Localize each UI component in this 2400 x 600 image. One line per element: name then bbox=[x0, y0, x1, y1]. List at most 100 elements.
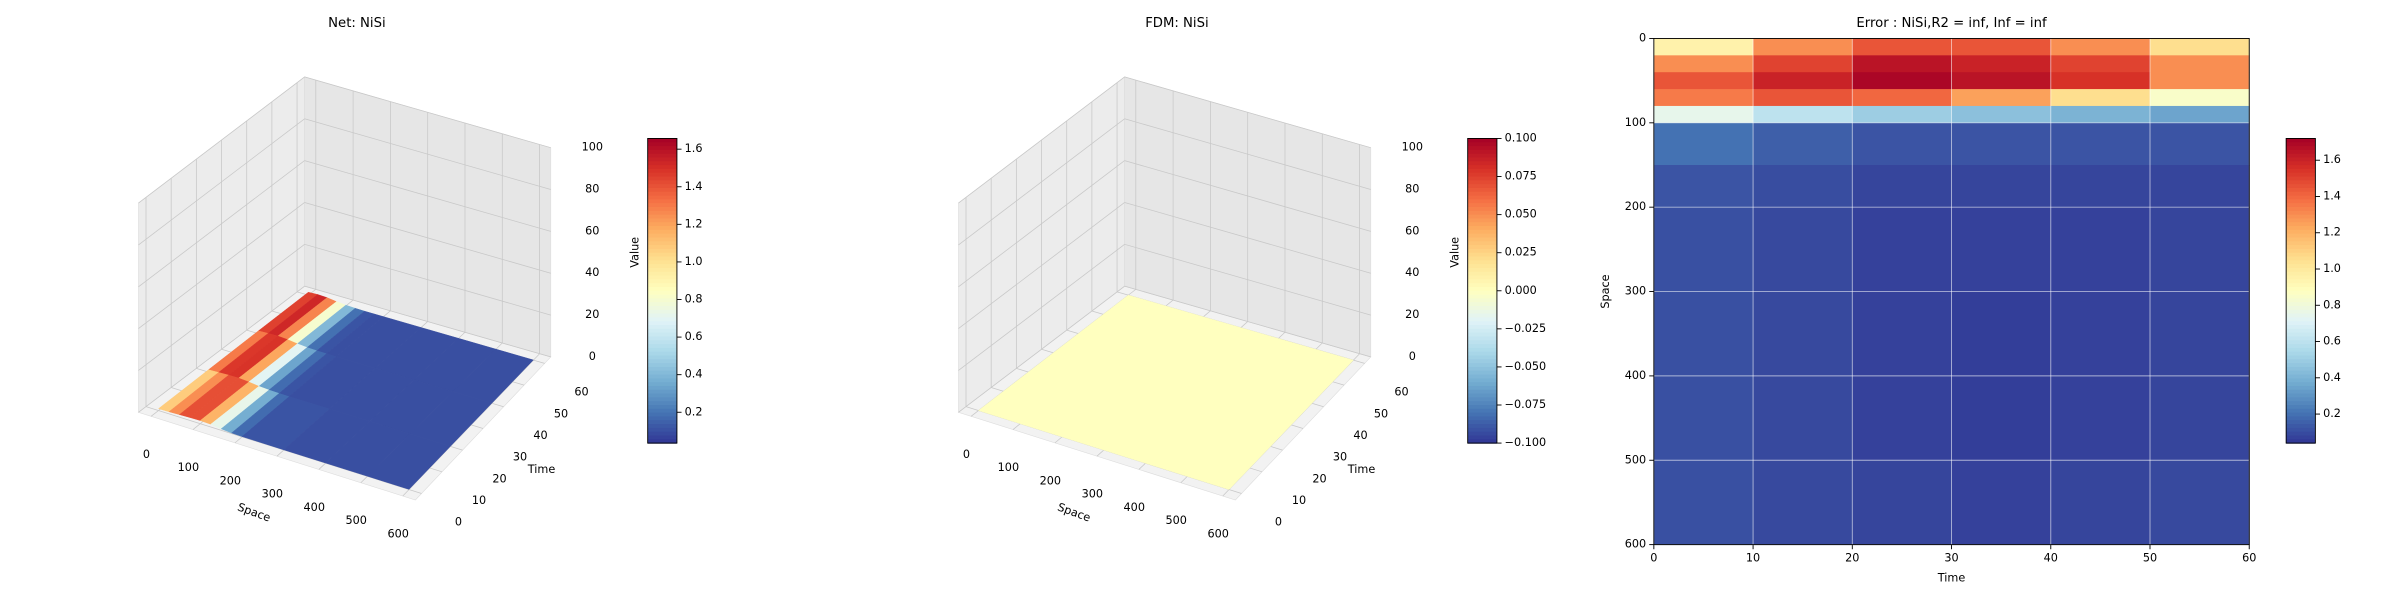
colorbar-segment bbox=[1467, 165, 1497, 170]
colorbar-segment bbox=[647, 168, 677, 174]
heatmap-cell bbox=[1753, 55, 1853, 73]
x-tick-label: 20 bbox=[1845, 551, 1859, 564]
colorbar-segment bbox=[2286, 317, 2316, 322]
x-axis-label: Space bbox=[1056, 501, 1093, 525]
grid-line bbox=[304, 243, 551, 316]
heatmap-cell bbox=[1653, 165, 1754, 208]
heatmap-cell bbox=[1753, 165, 1853, 208]
x-tick-label: 400 bbox=[304, 501, 325, 514]
colorbar-segment bbox=[647, 275, 677, 280]
heatmap-cell bbox=[2150, 207, 2250, 292]
surface-face bbox=[978, 294, 1354, 490]
colorbar-segment bbox=[2286, 408, 2316, 414]
heatmap-cell bbox=[1951, 375, 2052, 461]
colorbar-segment bbox=[1467, 405, 1497, 410]
colorbar-segment bbox=[647, 313, 677, 319]
z-tick-label: 80 bbox=[585, 183, 599, 196]
z-tick-label: 40 bbox=[1405, 266, 1419, 279]
grid-line bbox=[958, 160, 1125, 288]
x-tick-label: 500 bbox=[1166, 514, 1187, 527]
colorbar-segment bbox=[647, 408, 677, 414]
z-tick-label: 0 bbox=[1409, 350, 1416, 363]
colorbar-tick-label: 0.8 bbox=[2323, 298, 2341, 311]
heatmap-cell bbox=[1753, 38, 1853, 56]
colorbar-segment bbox=[1467, 336, 1497, 341]
heatmap-cell bbox=[2050, 291, 2151, 377]
colorbar-segment bbox=[1467, 427, 1497, 433]
colorbar-segment bbox=[2286, 355, 2316, 360]
colorbar-segment bbox=[2286, 416, 2316, 421]
x-tick-label: 600 bbox=[387, 527, 408, 540]
heatmap-cell bbox=[1753, 89, 1853, 107]
colorbar-segment bbox=[647, 336, 677, 341]
colorbar-segment bbox=[2286, 374, 2316, 379]
grid-line bbox=[958, 202, 1125, 329]
heatmap-cell bbox=[1653, 89, 1754, 107]
colorbar-tick-label: 0.100 bbox=[1505, 131, 1537, 144]
colorbar-segment bbox=[647, 374, 677, 379]
y-tick-label: 0 bbox=[1639, 31, 1646, 44]
heatmap-cell bbox=[1951, 105, 2052, 124]
y-axis-label: Time bbox=[1347, 463, 1376, 476]
colorbar-segment bbox=[647, 397, 677, 402]
colorbar-segment bbox=[647, 351, 677, 357]
colorbar-segment bbox=[2286, 153, 2316, 159]
colorbar-segment bbox=[1467, 161, 1497, 166]
x-tick-label: 200 bbox=[1040, 474, 1061, 487]
colorbar-segment bbox=[1467, 203, 1497, 208]
colorbar-segment bbox=[1467, 283, 1497, 288]
heatmap-cell bbox=[2150, 55, 2250, 73]
colorbar-segment bbox=[1467, 275, 1497, 280]
x-tick-label: 100 bbox=[998, 461, 1019, 474]
colorbar-segment bbox=[2286, 378, 2316, 383]
heatmap-cell bbox=[1951, 291, 2052, 377]
colorbar-segment bbox=[647, 325, 677, 330]
colorbar-segment bbox=[647, 401, 677, 406]
colorbar-segment bbox=[2286, 161, 2316, 166]
colorbar-segment bbox=[1467, 207, 1497, 212]
colorbar-segment bbox=[2286, 435, 2316, 440]
colorbar-segment bbox=[2286, 180, 2316, 185]
heatmap-cell bbox=[2050, 165, 2151, 208]
colorbar-segment bbox=[1467, 302, 1497, 307]
x-tick-label: 40 bbox=[2044, 551, 2058, 564]
colorbar-segment bbox=[1467, 222, 1497, 227]
colorbar-segment bbox=[647, 138, 677, 143]
colorbar-tick-label: 0.2 bbox=[685, 405, 703, 418]
colorbar-segment bbox=[2286, 256, 2316, 261]
colorbar-segment bbox=[2286, 389, 2316, 395]
heatmap-cell bbox=[2050, 122, 2151, 166]
colorbar-segment bbox=[2286, 241, 2316, 246]
colorbar-segment bbox=[2286, 279, 2316, 284]
title: Net: NiSi bbox=[328, 16, 385, 31]
colorbar-segment bbox=[2286, 351, 2316, 357]
colorbar-segment bbox=[647, 248, 677, 254]
colorbar-segment bbox=[647, 172, 677, 178]
colorbar-segment bbox=[1467, 370, 1497, 376]
grid-line bbox=[1124, 160, 1371, 232]
z-axis-label: Value bbox=[1448, 237, 1461, 268]
colorbar-segment bbox=[1467, 321, 1497, 326]
colorbar-segment bbox=[1467, 214, 1497, 220]
colorbar-segment bbox=[1467, 271, 1497, 277]
colorbar-segment bbox=[1467, 298, 1497, 303]
colorbar-segment bbox=[1467, 355, 1497, 360]
y-tick-label: 40 bbox=[533, 429, 547, 442]
colorbar-segment bbox=[647, 153, 677, 159]
colorbar-segment bbox=[2286, 412, 2316, 418]
heatmap-cell bbox=[2150, 38, 2250, 56]
colorbar-segment bbox=[1467, 313, 1497, 319]
z-tick-label: 20 bbox=[585, 308, 599, 321]
heatmap-cell bbox=[1951, 207, 2052, 292]
colorbar-segment bbox=[1467, 416, 1497, 421]
colorbar-segment bbox=[647, 317, 677, 322]
grid-line bbox=[1124, 202, 1371, 274]
colorbar-segment bbox=[2286, 286, 2316, 292]
colorbar-segment bbox=[2286, 168, 2316, 174]
grid-line bbox=[138, 202, 305, 329]
colorbar-segment bbox=[1467, 153, 1497, 159]
heatmap-cell bbox=[1852, 375, 1953, 461]
colorbar-segment bbox=[2286, 210, 2316, 216]
colorbar-tick-label: 1.0 bbox=[2323, 262, 2341, 275]
